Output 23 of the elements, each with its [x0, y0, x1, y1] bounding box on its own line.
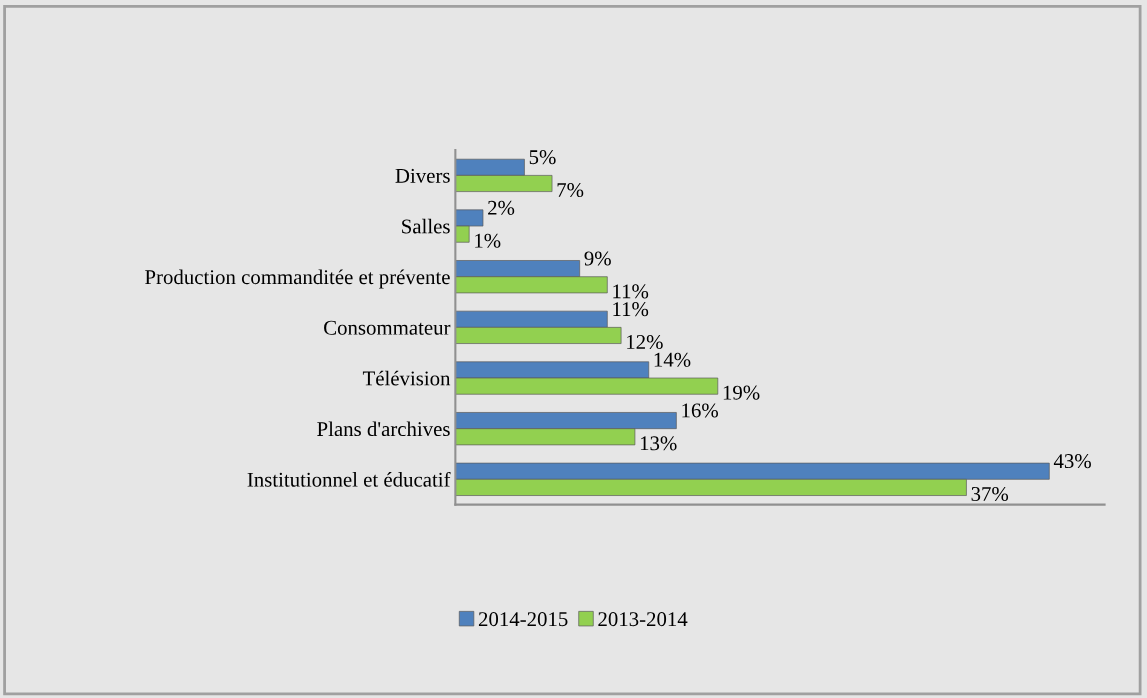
- data-label: 13%: [640, 436, 677, 451]
- data-label: 1%: [475, 233, 501, 248]
- data-label: 37%: [971, 486, 1009, 502]
- data-label: 5%: [529, 150, 556, 165]
- data-label: 43%: [1053, 454, 1091, 469]
- data-label: 11%: [613, 284, 649, 299]
- data-label: 16%: [682, 403, 719, 418]
- y-tick-label: Consommateur: [324, 320, 451, 335]
- y-tick-label: Télévision: [362, 370, 451, 386]
- data-label: 9%: [584, 251, 611, 266]
- data-label: 14%: [654, 352, 691, 367]
- y-tick-label: Plans d'archives: [317, 421, 450, 437]
- y-tick-label: Salles: [402, 218, 450, 234]
- legend-label: 2014-2015: [478, 612, 568, 627]
- y-tick-label: Institutionnel et éducatif: [247, 471, 451, 487]
- data-label: 19%: [723, 385, 760, 400]
- y-tick-label: Divers: [395, 168, 450, 183]
- data-label: 7%: [557, 182, 584, 198]
- legend-label: 2013-2014: [598, 612, 688, 627]
- data-label: 12%: [627, 334, 663, 350]
- data-label: 11%: [613, 302, 649, 317]
- y-tick-label: Production commanditée et prévente: [145, 269, 450, 289]
- data-label: 2%: [488, 200, 515, 215]
